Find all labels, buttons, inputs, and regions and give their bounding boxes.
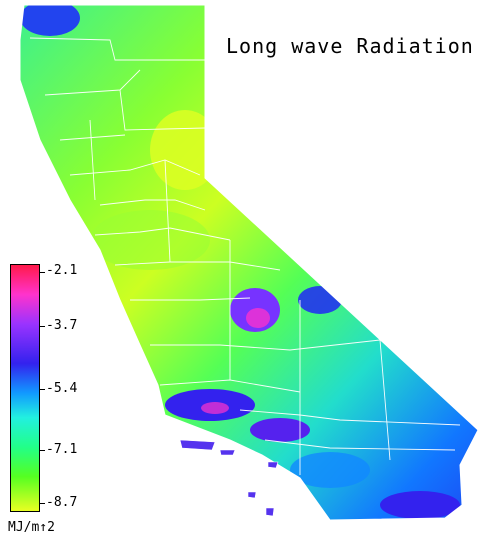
colorbar-tick [39,450,45,451]
map-title: Long wave Radiation [226,34,474,58]
colorbar-label: -7.1 [46,442,78,457]
colorbar-unit: MJ/m↑2 [8,520,55,535]
colorbar-label-max: -2.1 [46,263,78,278]
colorbar-tick [39,389,45,390]
colorbar-label: -3.7 [46,318,78,333]
colorbar-tick [39,503,45,504]
colorbar-tick [39,326,45,327]
colorbar-label: -5.4 [46,381,78,396]
colorbar-tick [39,272,45,273]
colorbar [10,264,40,512]
colorbar-label-min: -8.7 [46,495,78,510]
